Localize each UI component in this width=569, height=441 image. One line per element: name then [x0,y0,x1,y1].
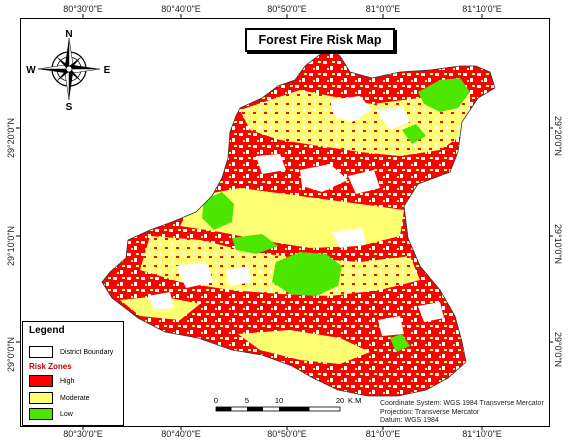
compass-w: W [26,65,36,76]
lon-label-bottom: 80°50'0"E [267,429,307,439]
legend-boundary-label: District Boundary [60,348,114,356]
lon-label-top: 81°0'0"E [365,4,401,14]
low-risk-area [418,78,470,112]
legend: Legend District Boundary Risk Zones High… [22,321,124,426]
scale-tick-20: 20 [336,396,344,405]
compass-s: S [66,102,73,110]
lon-label-bottom: 80°30'0"E [63,429,103,439]
low-risk-area [272,252,342,296]
lon-label-bottom: 80°40'0"E [161,429,201,439]
risk-zones [102,48,495,396]
legend-label-low: Low [60,410,73,418]
legend-title: Legend [29,325,65,336]
legend-swatch-low [29,408,53,420]
projection-text: Projection: Transverse Mercator [380,408,480,416]
scale-tick-5: 5 [245,396,249,405]
legend-swatch-high [29,375,53,387]
scale-unit: K.M [348,396,361,405]
coordinate-system-text: Coordinate System: WGS 1984 Transverse M… [380,400,544,407]
map-title: Forest Fire Risk Map [258,33,382,47]
low-risk-area [390,334,410,352]
legend-label-moderate: Moderate [60,394,90,402]
lon-label-bottom: 81°10'0"E [462,429,502,439]
legend-label-high: High [60,377,75,385]
lon-label-bottom: 81°0'0"E [365,429,401,439]
map-title-box: Forest Fire Risk Map [245,28,395,52]
boundary-swatch [29,346,53,358]
lon-label-top: 80°40'0"E [161,4,201,14]
scale-tick-0: 0 [214,396,218,405]
legend-item-low: Low [29,408,73,420]
compass-n: N [65,29,72,40]
district-boundary [101,47,496,397]
moderate-risk-area [238,330,370,364]
risk-zones-title: Risk Zones [29,362,72,371]
legend-item-moderate: Moderate [29,392,90,404]
lon-label-top: 81°10'0"E [462,4,502,14]
legend-boundary-row: District Boundary [29,346,113,358]
compass-e: E [104,65,111,76]
scale-tick-10: 10 [275,396,283,405]
legend-swatch-moderate [29,392,53,404]
lon-label-top: 80°30'0"E [63,4,103,14]
low-risk-area [202,192,234,230]
low-risk-area [232,234,278,254]
datum-text: Datum: WGS 1984 [380,417,439,424]
low-risk-area [402,124,426,144]
legend-item-high: High [29,375,74,387]
compass-rose-icon: N S W E [26,29,111,110]
projection-info: Coordinate System: WGS 1984 Transverse M… [380,400,544,426]
scale-bar: 0 5 10 20 K.M [214,396,361,412]
lon-label-top: 80°50'0"E [267,4,307,14]
